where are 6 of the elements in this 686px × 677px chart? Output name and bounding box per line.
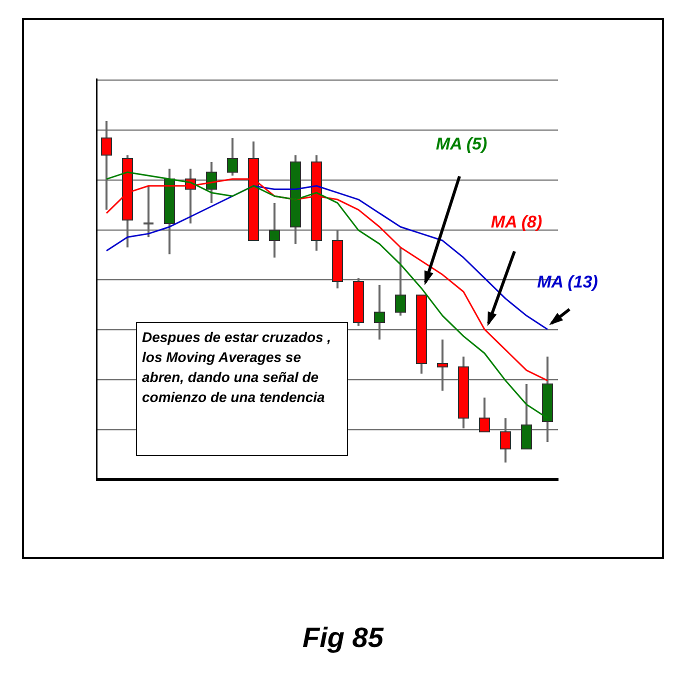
text: MA (8) [490,212,542,232]
text: MA (5) [436,134,488,154]
caption: Fig 85 [302,622,385,654]
note-box: Despues de estar cruzados , los Moving Averages se abren, dando una señal de comienzo de una tendencia [136,322,348,456]
series-label: MA (13) [537,272,598,292]
candlestick [142,184,154,238]
